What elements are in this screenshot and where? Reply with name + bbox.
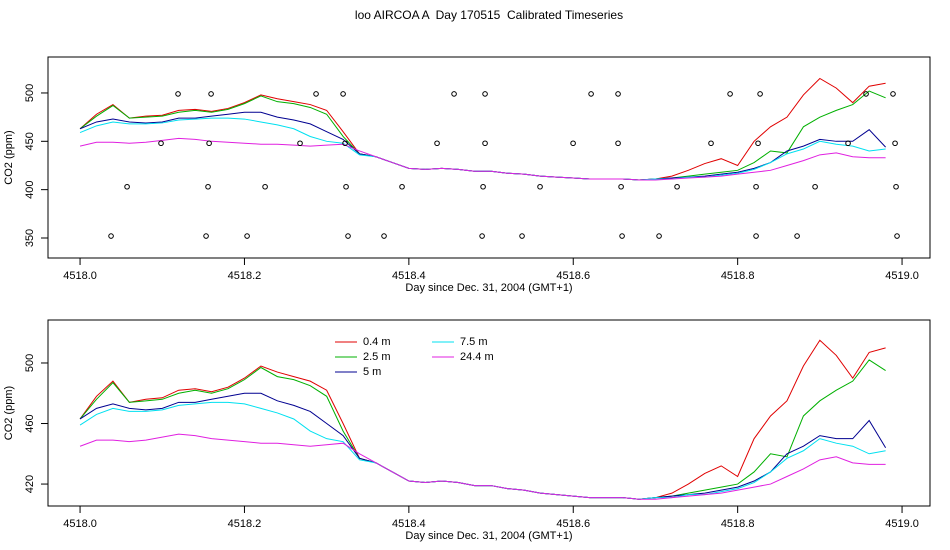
- point: [674, 183, 680, 190]
- y-tick-label: 500: [24, 354, 36, 372]
- x-tick-label: 4518.6: [556, 518, 590, 530]
- point: [399, 183, 405, 190]
- plot-frame: [47, 319, 931, 507]
- point: [175, 91, 181, 97]
- point: [313, 91, 319, 97]
- legend-label: 5 m: [363, 366, 381, 378]
- series-line: [79, 111, 886, 181]
- point: [124, 183, 130, 190]
- series-line: [79, 392, 887, 500]
- y-axis-label: CO2 (ppm): [3, 386, 15, 440]
- y-tick-label: 460: [24, 414, 36, 432]
- point: [894, 233, 900, 239]
- point: [203, 233, 209, 239]
- x-tick-label: 4518.2: [228, 270, 262, 282]
- y-axis-label: CO2 (ppm): [3, 130, 15, 184]
- point: [845, 140, 851, 147]
- point: [108, 233, 114, 239]
- point: [755, 140, 761, 147]
- point: [205, 183, 211, 190]
- point: [482, 91, 488, 97]
- point: [892, 140, 898, 147]
- plot-frame: [47, 56, 931, 259]
- point: [345, 233, 351, 239]
- point: [482, 140, 488, 147]
- point: [434, 140, 440, 147]
- point: [342, 140, 348, 147]
- point: [451, 91, 457, 97]
- x-tick-label: 4518.2: [228, 518, 262, 530]
- point: [519, 233, 525, 239]
- point: [340, 91, 346, 97]
- point: [158, 140, 164, 147]
- x-tick-label: 4519.0: [885, 270, 919, 282]
- y-tick-label: 400: [24, 180, 36, 198]
- point: [863, 91, 869, 97]
- legend-label: 24.4 m: [460, 351, 494, 363]
- point: [812, 183, 818, 190]
- point: [615, 91, 621, 97]
- point: [615, 140, 621, 147]
- point: [479, 233, 485, 239]
- point: [480, 183, 486, 190]
- x-axis-label: Day since Dec. 31, 2004 (GMT+1): [405, 530, 572, 542]
- point: [537, 183, 543, 190]
- y-tick-label: 450: [24, 132, 36, 150]
- x-tick-label: 4518.4: [392, 518, 426, 530]
- point: [588, 91, 594, 97]
- x-tick-label: 4518.6: [556, 270, 590, 282]
- series-line: [79, 90, 886, 181]
- point: [570, 140, 576, 147]
- x-tick-label: 4519.0: [885, 518, 919, 530]
- point: [753, 233, 759, 239]
- point: [753, 183, 759, 190]
- point: [262, 183, 268, 190]
- point: [656, 233, 662, 239]
- point: [244, 233, 250, 239]
- point: [893, 183, 899, 190]
- point: [890, 91, 896, 97]
- point: [297, 140, 303, 147]
- series-line: [79, 433, 886, 500]
- series-line: [79, 359, 886, 500]
- x-tick-label: 4518.0: [63, 270, 97, 282]
- x-tick-label: 4518.0: [63, 518, 97, 530]
- point: [381, 233, 387, 239]
- y-tick-label: 420: [24, 475, 36, 493]
- point: [618, 183, 624, 190]
- x-tick-label: 4518.8: [721, 270, 755, 282]
- point: [708, 140, 714, 147]
- point: [206, 140, 212, 147]
- x-tick-label: 4518.4: [392, 270, 426, 282]
- point: [727, 91, 733, 97]
- y-tick-label: 500: [24, 84, 36, 102]
- point: [757, 91, 763, 97]
- legend-label: 2.5 m: [363, 351, 391, 363]
- point: [343, 183, 349, 190]
- legend-label: 7.5 m: [460, 336, 488, 348]
- point: [208, 91, 214, 97]
- point: [619, 233, 625, 239]
- y-tick-label: 350: [24, 229, 36, 247]
- point: [794, 233, 800, 239]
- series-line: [79, 137, 886, 181]
- x-tick-label: 4518.8: [721, 518, 755, 530]
- chart-title: loo AIRCOA A Day 170515 Calibrated Times…: [355, 8, 623, 22]
- x-axis-label: Day since Dec. 31, 2004 (GMT+1): [405, 282, 572, 294]
- legend-label: 0.4 m: [363, 336, 391, 348]
